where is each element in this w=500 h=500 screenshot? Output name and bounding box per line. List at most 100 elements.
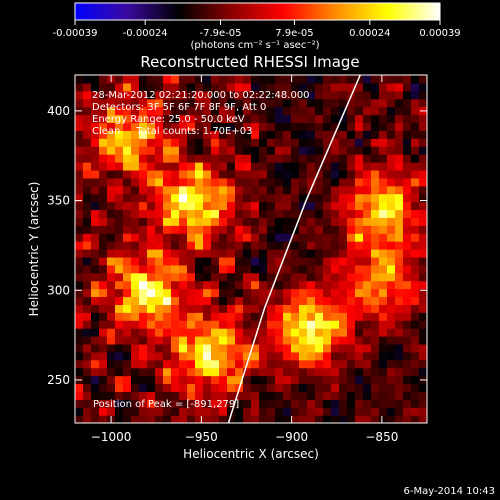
heatmap-cell (203, 407, 212, 416)
heatmap-cell (275, 75, 284, 84)
heatmap-cell (235, 375, 244, 385)
heatmap-cell (163, 264, 172, 274)
heatmap-cell (299, 264, 308, 274)
heatmap-cell (163, 201, 172, 211)
heatmap-cell (123, 233, 132, 242)
heatmap-cell (115, 185, 124, 195)
heatmap-cell (227, 367, 236, 377)
heatmap-cell (75, 249, 84, 258)
heatmap-cell (155, 256, 164, 266)
heatmap-cell (307, 383, 316, 392)
heatmap-cell (291, 320, 300, 329)
heatmap-cell (187, 391, 196, 400)
heatmap-cell (123, 114, 132, 124)
heatmap-cell (235, 138, 244, 147)
heatmap-cell (395, 185, 404, 195)
heatmap-cell (235, 185, 244, 195)
heatmap-cell (163, 391, 172, 400)
heatmap-cell (243, 399, 252, 408)
heatmap-cell (123, 138, 132, 147)
heatmap-cell (227, 225, 236, 234)
heatmap-cell (243, 415, 252, 423)
heatmap-cell (147, 343, 156, 353)
heatmap-cell (267, 351, 276, 361)
heatmap-cell (203, 146, 212, 155)
heatmap-cell (155, 209, 164, 218)
heatmap-cell (123, 367, 132, 377)
heatmap-cell (227, 351, 236, 361)
heatmap-cell (315, 114, 324, 124)
heatmap-cell (139, 114, 148, 124)
heatmap-cell (283, 169, 292, 179)
heatmap-cell (371, 82, 380, 92)
heatmap-cell (219, 272, 228, 282)
heatmap-cell (171, 169, 180, 179)
heatmap-cell (123, 225, 132, 234)
heatmap-cell (211, 343, 220, 353)
heatmap-cell (203, 225, 212, 234)
heatmap-cell (403, 98, 412, 108)
heatmap-cell (403, 106, 412, 116)
heatmap-cell (139, 193, 148, 203)
heatmap-cell (171, 154, 180, 163)
heatmap-cell (243, 343, 252, 353)
heatmap-cell (347, 249, 356, 258)
heatmap-cell (355, 98, 364, 108)
heatmap-cell (75, 209, 84, 218)
heatmap-cell (115, 320, 124, 329)
heatmap-cell (123, 343, 132, 353)
heatmap-cell (107, 359, 116, 369)
heatmap-cell (243, 288, 252, 298)
heatmap-cell (339, 264, 348, 274)
heatmap-cell (75, 233, 84, 242)
heatmap-cell (267, 407, 276, 416)
heatmap-cell (363, 407, 372, 416)
heatmap-cell (371, 193, 380, 203)
heatmap-cell (411, 146, 420, 155)
heatmap-cell (379, 217, 388, 226)
heatmap-cell (163, 296, 172, 305)
heatmap-cell (267, 209, 276, 218)
heatmap-cell (155, 383, 164, 392)
heatmap-cell (115, 343, 124, 353)
heatmap-cell (219, 217, 228, 226)
heatmap-cell (75, 217, 84, 226)
heatmap-cell (235, 201, 244, 211)
heatmap-cell (259, 304, 268, 313)
heatmap-cell (139, 209, 148, 218)
heatmap-cell (187, 304, 196, 313)
heatmap-cell (91, 280, 100, 290)
heatmap-cell (395, 90, 404, 100)
heatmap-cell (355, 351, 364, 361)
heatmap-cell (283, 130, 292, 139)
heatmap-cell (331, 82, 340, 92)
heatmap-cell (99, 407, 108, 416)
heatmap-cell (227, 209, 236, 218)
heatmap-cell (275, 217, 284, 226)
heatmap-cell (99, 359, 108, 369)
heatmap-cell (363, 75, 372, 84)
heatmap-cell (299, 312, 308, 321)
heatmap-cell (163, 351, 172, 361)
heatmap-cell (267, 312, 276, 321)
heatmap-cell (371, 217, 380, 226)
heatmap-cell (115, 225, 124, 234)
heatmap-cell (163, 399, 172, 408)
heatmap-cell (235, 82, 244, 92)
heatmap-cell (155, 177, 164, 187)
heatmap-cell (235, 122, 244, 131)
heatmap-cell (315, 225, 324, 234)
heatmap-cell (355, 193, 364, 203)
heatmap-cell (219, 351, 228, 361)
heatmap-cell (307, 169, 316, 179)
heatmap-cell (163, 162, 172, 171)
heatmap-cell (347, 106, 356, 116)
heatmap-cell (155, 351, 164, 361)
heatmap-cell (195, 383, 204, 392)
heatmap-cell (387, 312, 396, 321)
heatmap-cell (411, 312, 420, 321)
heatmap-cell (331, 75, 340, 84)
heatmap-cell (251, 375, 260, 385)
heatmap-cell (283, 288, 292, 298)
heatmap-cell (411, 90, 420, 100)
